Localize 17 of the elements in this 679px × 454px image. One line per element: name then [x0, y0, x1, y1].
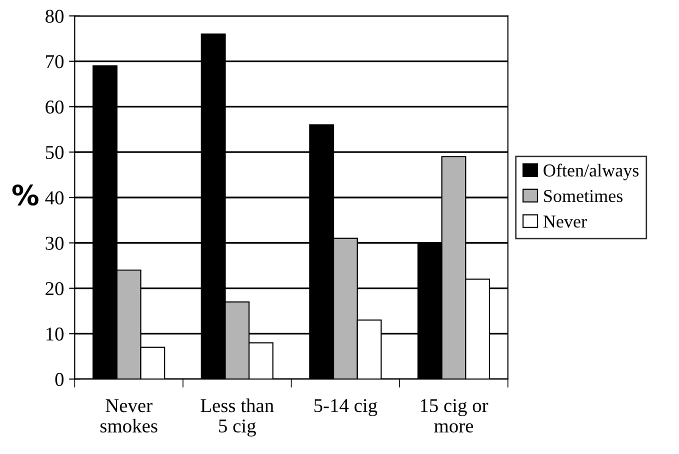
x-tick-label: Never smokes: [100, 399, 158, 433]
y-tick-label: 0: [55, 372, 64, 386]
y-tick-label: 40: [45, 191, 64, 204]
y-tick-label: 20: [46, 282, 64, 296]
y-tick-label: 30: [46, 236, 64, 250]
legend-label: Never: [543, 216, 587, 228]
legend-label: Sometimes: [544, 190, 623, 202]
y-tick-label: 70: [46, 55, 64, 68]
x-tick-label: 5-14 cig: [314, 399, 378, 416]
y-axis-title: %: [12, 184, 38, 206]
y-tick-label: 80: [46, 10, 64, 23]
legend-label: Often/always: [544, 164, 639, 180]
y-tick-label: 60: [46, 100, 64, 114]
y-tick-label: 10: [46, 328, 64, 341]
x-tick-label: 15 cig or more: [420, 399, 488, 433]
x-tick-label: Less than 5 cig: [200, 398, 274, 437]
y-tick-label: 50: [46, 146, 64, 160]
